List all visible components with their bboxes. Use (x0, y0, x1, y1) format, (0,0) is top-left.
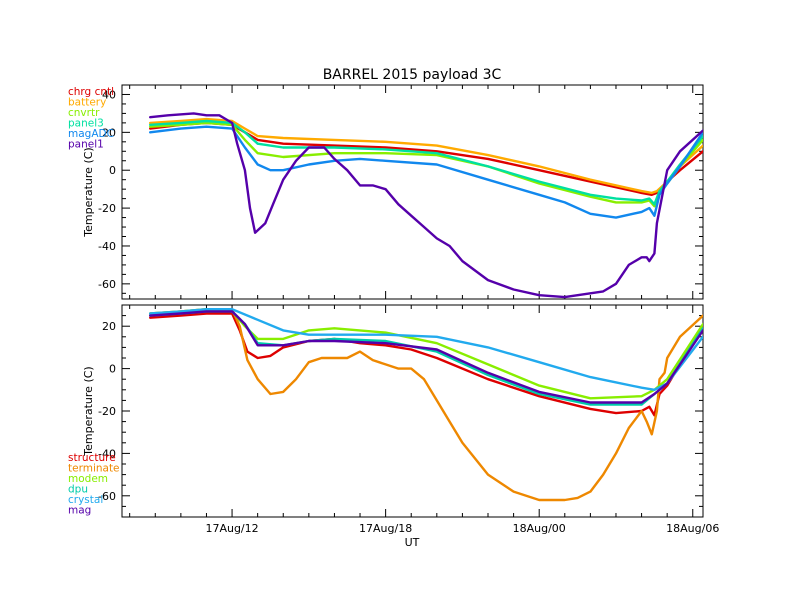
legend-entry: structure (68, 452, 116, 464)
legend-entry: modem (68, 473, 108, 485)
y-tick-label: 0 (109, 164, 116, 177)
x-tick-label: 17Aug/12 (205, 522, 258, 535)
plot-frame (121, 84, 704, 300)
legend-entry: cnvrtr (68, 107, 100, 119)
x-tick-label: 18Aug/00 (513, 522, 566, 535)
legend-entry: crystal (68, 494, 103, 506)
x-tick-label: 18Aug/06 (666, 522, 719, 535)
series-line-battery (148, 117, 703, 195)
x-axis-label: UT (405, 536, 420, 549)
y-tick-label: -40 (98, 447, 116, 460)
series-line-mag (148, 310, 703, 404)
series-line-structure (148, 312, 703, 417)
y-tick-label: 0 (109, 363, 116, 376)
y-tick-label: -40 (98, 240, 116, 253)
series-line-crystal (148, 308, 703, 391)
y-tick-label: -20 (98, 405, 116, 418)
series-line-panel1 (148, 112, 703, 299)
legend-entry: terminate (68, 463, 120, 475)
y-tick-label: 40 (102, 88, 116, 101)
series-line-chrg-cntl (148, 121, 703, 197)
y-tick-label: -60 (98, 278, 116, 291)
x-tick-label: 17Aug/18 (359, 522, 412, 535)
legend-entry: dpu (68, 484, 88, 496)
y-axis-label: Temperature (C) (82, 147, 95, 237)
chart-title: BARREL 2015 payload 3C (323, 67, 502, 83)
legend-entry: panel1 (68, 139, 104, 151)
y-tick-label: 20 (102, 126, 116, 139)
series-line-magADC (148, 125, 703, 219)
series-line-panel3 (148, 119, 703, 206)
series-line-dpu (148, 310, 703, 406)
legend-entry: battery (68, 97, 106, 109)
legend-entry: mag (68, 505, 91, 517)
series-line-terminate (148, 308, 703, 502)
legend-entry: chrg cntl (68, 86, 114, 98)
y-tick-label: -60 (98, 490, 116, 503)
legend-entry: magADC (68, 128, 114, 140)
y-axis-label: Temperature (C) (82, 366, 95, 456)
bottom-panel: 17Aug/12 17Aug/18 18Aug/00 18Aug/06 -60 -40 -2… (68, 304, 719, 535)
y-tick-label: 20 (102, 320, 116, 333)
y-tick-label: -20 (98, 202, 116, 215)
top-panel: -60 -40 -20 0 20 40 Temperature (C) chrg cntlba… (68, 84, 704, 300)
legend-entry: panel3 (68, 118, 104, 130)
